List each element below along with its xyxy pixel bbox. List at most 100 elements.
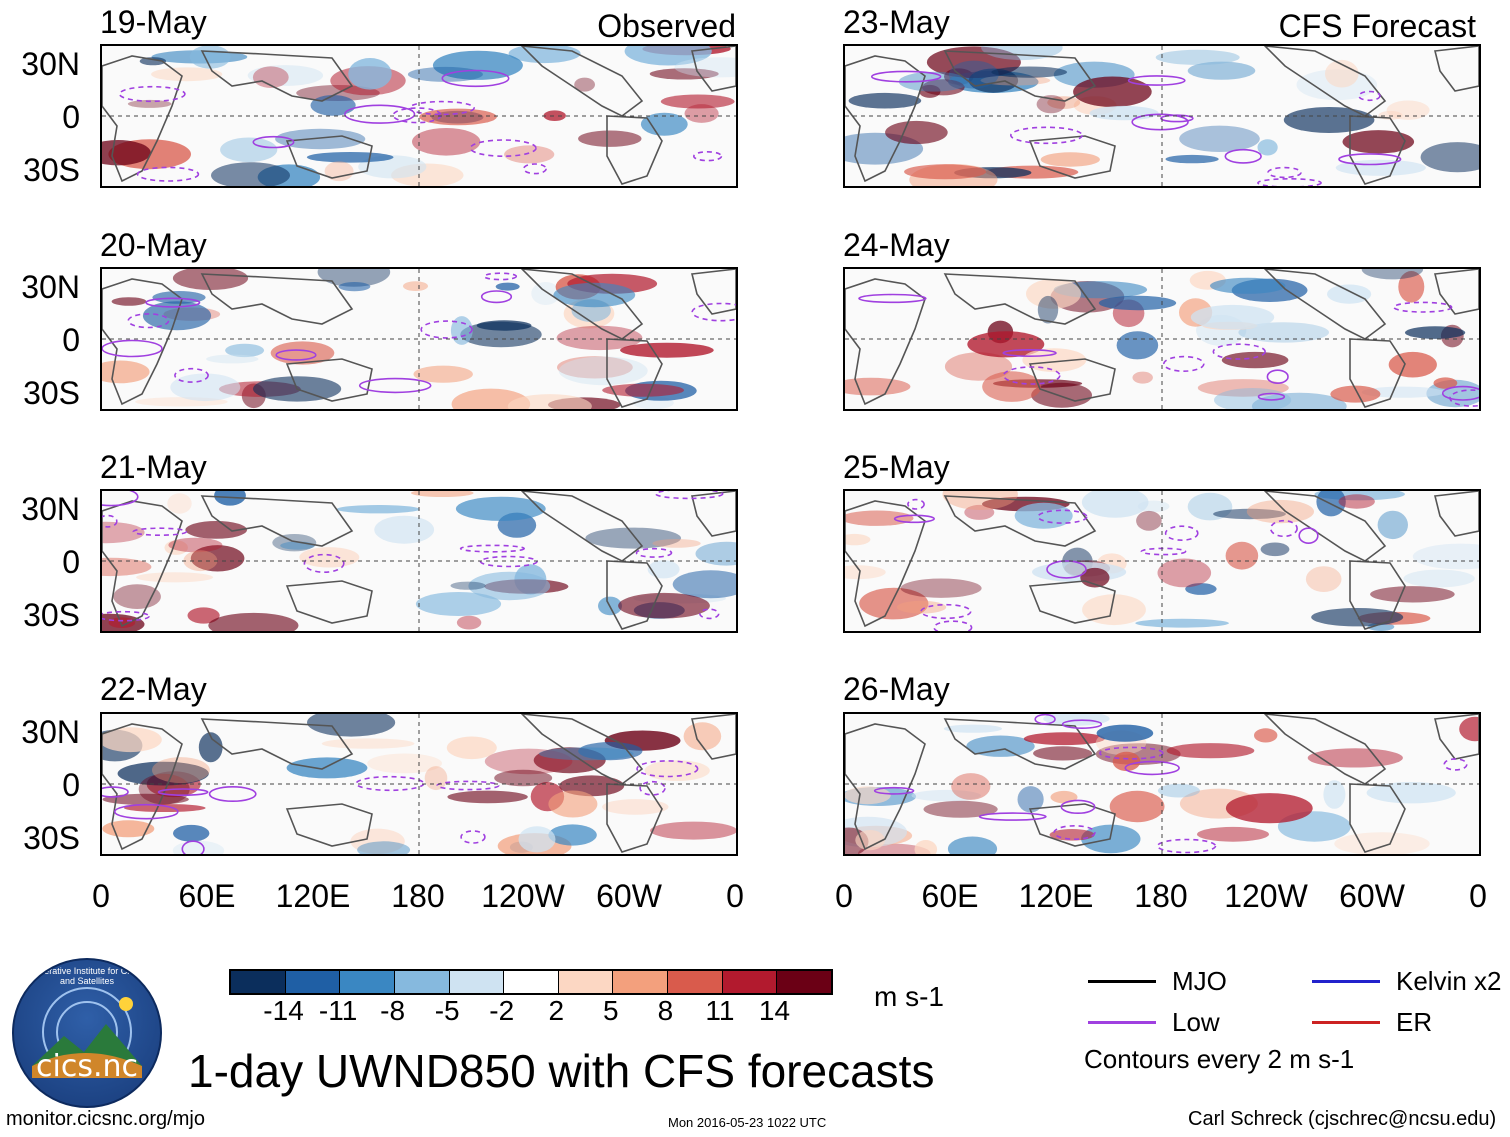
wind-anomaly-blob bbox=[494, 769, 553, 787]
wind-anomaly-blob bbox=[845, 565, 886, 580]
coastline bbox=[102, 723, 183, 851]
wind-anomaly-blob bbox=[1221, 351, 1289, 369]
colorbar-tick-label: 11 bbox=[705, 995, 735, 1026]
wind-anomaly-blob bbox=[1260, 542, 1290, 557]
legend-swatch-er bbox=[1312, 1021, 1380, 1024]
wind-anomaly-blob bbox=[299, 547, 360, 568]
wind-anomaly-blob bbox=[900, 578, 982, 598]
wind-anomaly-blob bbox=[102, 521, 145, 544]
author: Carl Schreck (cjschrec@ncsu.edu) bbox=[1188, 1108, 1497, 1130]
wind-anomaly-blob bbox=[455, 496, 546, 521]
wind-anomaly-blob bbox=[624, 46, 712, 66]
wind-anomaly-blob bbox=[1014, 502, 1073, 529]
wind-anomaly-blob bbox=[1187, 61, 1256, 80]
coastline bbox=[606, 783, 663, 853]
coastline bbox=[200, 718, 354, 770]
wind-anomaly-blob bbox=[578, 742, 643, 761]
wind-anomaly-blob bbox=[1040, 152, 1100, 167]
coastline bbox=[1349, 560, 1406, 630]
coastline bbox=[200, 273, 354, 325]
low-contour bbox=[1002, 366, 1061, 385]
wind-anomaly-blob bbox=[411, 491, 474, 497]
coastline bbox=[845, 278, 926, 406]
wind-anomaly-blob bbox=[151, 67, 223, 82]
lon-label: 0 bbox=[1469, 878, 1487, 914]
wind-anomaly-blob bbox=[1388, 351, 1437, 378]
wind-anomaly-blob bbox=[1082, 594, 1146, 626]
wind-anomaly-blob bbox=[167, 493, 192, 514]
lon-label: 0 bbox=[835, 878, 853, 914]
wind-anomaly-blob bbox=[982, 371, 1042, 402]
wind-anomaly-blob bbox=[518, 826, 556, 853]
low-contour bbox=[1224, 148, 1262, 164]
wind-anomaly-blob bbox=[187, 607, 220, 624]
wind-anomaly-blob bbox=[1135, 618, 1229, 628]
coastline bbox=[200, 495, 354, 547]
wind-anomaly-blob bbox=[1022, 348, 1087, 372]
wind-anomaly-blob bbox=[951, 773, 991, 800]
lat-label-0: 0 bbox=[62, 767, 80, 803]
wind-anomaly-blob bbox=[168, 537, 223, 553]
legend-swatch-kelvin bbox=[1312, 980, 1380, 983]
low-contour bbox=[635, 547, 673, 558]
colorbar-cell bbox=[340, 971, 395, 993]
colorbar-tick-label: 8 bbox=[657, 995, 674, 1026]
low-contour bbox=[127, 313, 170, 329]
lon-label: 0 bbox=[92, 878, 110, 914]
low-contour bbox=[1127, 75, 1186, 86]
map-svg bbox=[102, 491, 736, 631]
wind-anomaly-blob bbox=[164, 540, 188, 555]
wind-anomaly-blob bbox=[507, 394, 592, 409]
wind-anomaly-blob bbox=[173, 824, 210, 842]
wind-anomaly-blob bbox=[1361, 386, 1445, 398]
wind-anomaly-blob bbox=[306, 152, 394, 163]
wind-anomaly-blob bbox=[374, 515, 435, 544]
low-contour bbox=[1034, 714, 1056, 725]
coastline bbox=[285, 135, 373, 179]
low-contour bbox=[441, 69, 510, 88]
coastline bbox=[1349, 115, 1406, 185]
lon-label: 180 bbox=[1134, 878, 1188, 914]
low-contour bbox=[102, 339, 163, 358]
low-contour bbox=[408, 100, 475, 116]
wind-anomaly-blob bbox=[1032, 561, 1127, 583]
wind-anomaly-blob bbox=[845, 533, 871, 546]
wind-anomaly-blob bbox=[190, 545, 245, 572]
coastline bbox=[845, 55, 926, 183]
low-contour bbox=[392, 107, 442, 124]
low-contour bbox=[873, 786, 915, 795]
wind-anomaly-blob bbox=[1361, 269, 1424, 280]
logo-text: cics.nc bbox=[36, 1049, 138, 1084]
low-contour bbox=[1257, 178, 1322, 186]
low-contour bbox=[459, 544, 526, 553]
wind-anomaly-blob bbox=[1366, 782, 1456, 804]
wind-anomaly-blob bbox=[310, 95, 356, 116]
wind-anomaly-blob bbox=[652, 539, 701, 548]
low-contour bbox=[275, 349, 317, 361]
low-contour bbox=[920, 603, 972, 620]
wind-anomaly-blob bbox=[206, 354, 259, 364]
low-contour bbox=[480, 290, 513, 304]
wind-anomaly-blob bbox=[419, 108, 497, 126]
low-contour bbox=[132, 527, 188, 537]
map-field bbox=[843, 489, 1481, 633]
wind-anomaly-blob bbox=[1335, 159, 1426, 176]
wind-anomaly-blob bbox=[647, 560, 680, 579]
logo-graphic bbox=[32, 987, 142, 1078]
wind-anomaly-blob bbox=[585, 527, 681, 549]
wind-anomaly-blob bbox=[1420, 142, 1479, 173]
low-contour bbox=[118, 85, 186, 103]
wind-anomaly-blob bbox=[113, 584, 161, 609]
panel-date: 26-May bbox=[843, 671, 950, 707]
coastline bbox=[1028, 803, 1116, 847]
colorbar-cell bbox=[668, 971, 723, 993]
wind-anomaly-blob bbox=[556, 325, 643, 351]
observed-label: Observed bbox=[597, 8, 736, 44]
wind-anomaly-blob bbox=[885, 120, 948, 145]
wind-anomaly-blob bbox=[922, 79, 965, 96]
wind-anomaly-blob bbox=[1050, 790, 1078, 804]
coastline bbox=[845, 500, 926, 628]
wind-anomaly-blob bbox=[1116, 331, 1159, 360]
legend-label: Kelvin x2 bbox=[1396, 966, 1502, 996]
map-svg bbox=[845, 714, 1479, 854]
